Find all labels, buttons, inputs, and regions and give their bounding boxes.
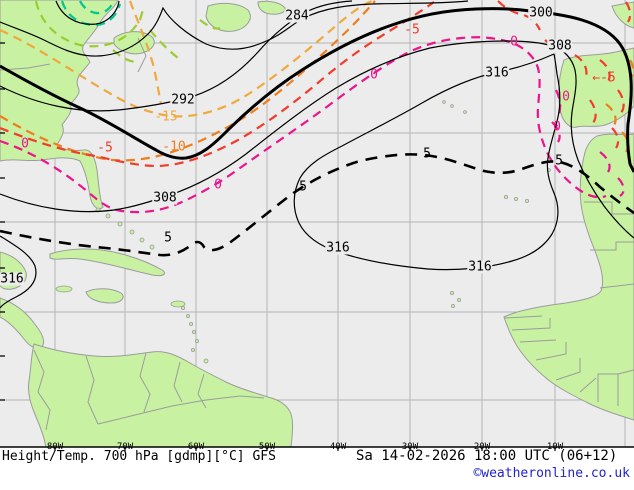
hispaniola — [85, 288, 124, 304]
weather-map — [0, 0, 634, 451]
height-contour-300-thick — [0, 7, 634, 173]
height-contour-inner-arc — [55, 0, 120, 25]
temp-contour-minus20 — [34, 0, 221, 64]
jamaica — [55, 285, 73, 293]
puerto-rico — [170, 300, 186, 308]
attribution-link[interactable]: ©weatheronline.co.uk — [473, 466, 630, 481]
country-borders — [0, 37, 634, 431]
temp-contour-minus5-west — [0, 1, 435, 168]
longitude-ticks — [54, 447, 556, 451]
graticule-grid — [0, 0, 634, 447]
temp-contour-minus25 — [60, 0, 122, 27]
map-title: Height/Temp. 700 hPa [gdmp][°C] GFS — [2, 449, 276, 464]
cuba — [49, 248, 166, 277]
height-contour-316-loop — [293, 53, 561, 271]
height-contour-316-west — [0, 235, 37, 309]
africa — [503, 133, 634, 421]
labrador-island — [257, 0, 286, 15]
small-islands — [95, 100, 551, 364]
temp-contour-minus15 — [0, 0, 373, 118]
temp-contour-minus10 — [0, 0, 376, 162]
landmasses — [0, 0, 634, 448]
temp-contour-plus5 — [0, 153, 634, 257]
map-valid-time: Sa 14-02-2026 18:00 UTC (06+12) — [356, 448, 618, 464]
newfoundland — [205, 2, 251, 32]
latitude-ticks — [0, 42, 5, 401]
height-contour-284 — [0, 0, 469, 57]
south-america — [28, 343, 294, 448]
